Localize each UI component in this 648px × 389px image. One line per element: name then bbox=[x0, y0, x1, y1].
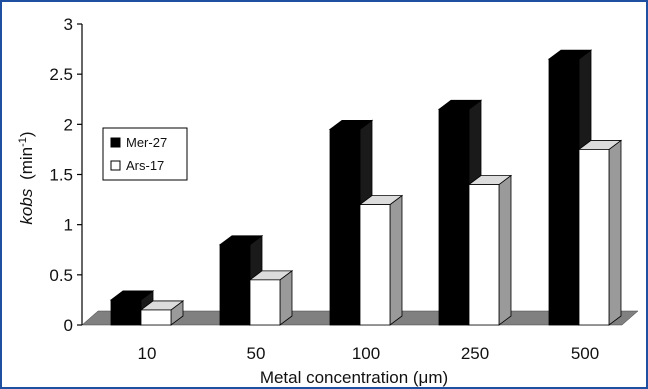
bar-ars-17-500 bbox=[577, 139, 623, 326]
legend-swatch-ars-17 bbox=[110, 160, 121, 171]
y-ticks: 0 0.5 1 1.5 2 2.5 3 bbox=[49, 15, 82, 335]
bar-front bbox=[468, 184, 500, 326]
y-tick-label: 1 bbox=[64, 216, 73, 235]
y-tick-label: 0 bbox=[64, 316, 73, 335]
y-axis-title-sup: -1 bbox=[17, 137, 29, 147]
bar-front bbox=[578, 149, 610, 326]
y-tick-label: 2.5 bbox=[49, 65, 73, 84]
x-tick-label: 10 bbox=[138, 344, 157, 363]
bar-ars-17-10 bbox=[139, 300, 185, 326]
y-tick-label: 2 bbox=[64, 115, 73, 134]
bar-ars-17-250 bbox=[467, 174, 513, 326]
bar-front bbox=[438, 108, 470, 326]
legend: Mer-27 Ars-17 bbox=[102, 127, 188, 181]
x-tick-label: 100 bbox=[352, 344, 380, 363]
bar-ars-17-50 bbox=[248, 270, 294, 326]
bar-ars-17-100 bbox=[358, 194, 404, 326]
legend-label-ars-17: Ars-17 bbox=[126, 158, 164, 173]
y-tick-label: 0.5 bbox=[49, 266, 73, 285]
y-axis-title: kobs (min-1) bbox=[17, 131, 36, 224]
bar-front bbox=[219, 244, 251, 326]
bar-front bbox=[110, 299, 142, 326]
bar-front bbox=[329, 128, 361, 326]
bar-mer-27-10 bbox=[109, 290, 155, 326]
x-ticks: 10 50 100 250 500 bbox=[138, 344, 600, 363]
y-tick-label: 3 bbox=[64, 15, 73, 34]
legend-label-mer-27: Mer-27 bbox=[126, 135, 167, 150]
x-axis-title: Metal concentration (μm) bbox=[260, 368, 448, 387]
bar-side bbox=[608, 139, 622, 326]
y-axis-title-main: kobs bbox=[17, 188, 36, 224]
bar-front bbox=[548, 58, 580, 326]
x-tick-label: 50 bbox=[247, 344, 266, 363]
bar-front bbox=[249, 279, 281, 326]
y-axis-title-unit: (min bbox=[17, 147, 36, 180]
bars bbox=[109, 49, 623, 326]
bar-front bbox=[140, 309, 172, 326]
y-axis-title-close: ) bbox=[17, 131, 36, 137]
bar-side bbox=[498, 174, 512, 326]
x-tick-label: 500 bbox=[571, 344, 599, 363]
x-tick-label: 250 bbox=[461, 344, 489, 363]
bar-front bbox=[359, 204, 391, 326]
y-tick-label: 1.5 bbox=[49, 166, 73, 185]
bar-side bbox=[389, 194, 403, 326]
legend-box bbox=[102, 127, 188, 181]
legend-swatch-mer-27 bbox=[110, 137, 121, 148]
